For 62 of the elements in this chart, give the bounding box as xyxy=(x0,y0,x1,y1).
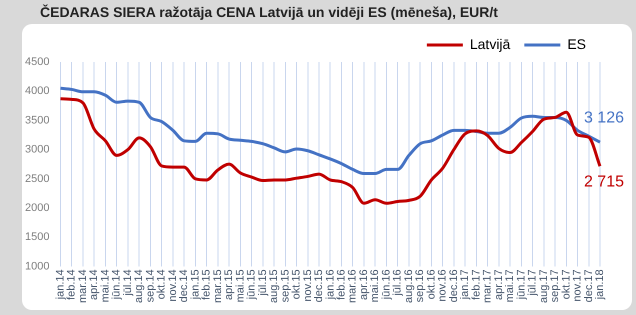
x-tick-label: mar.16 xyxy=(346,269,359,303)
x-tick-label: feb.17 xyxy=(470,269,482,300)
y-tick-label: 2000 xyxy=(24,202,50,214)
x-tick-label: dec.16 xyxy=(448,269,460,302)
x-tick-label: aug.15 xyxy=(268,269,280,304)
x-tick-label: sep.17 xyxy=(549,269,562,302)
x-tick-label: jan.14 xyxy=(54,269,66,300)
x-tick-label: jūl.17 xyxy=(526,269,539,297)
x-tick-label: apr.16 xyxy=(358,269,370,300)
x-tick-label: jūl.14 xyxy=(122,269,134,297)
annotation: 3 126 xyxy=(584,110,624,127)
x-tick-label: okt.15 xyxy=(290,269,303,300)
x-tick-label: jan.17 xyxy=(459,269,472,300)
x-tick-label: nov.16 xyxy=(436,269,449,302)
x-tick-label: sep.14 xyxy=(144,269,156,302)
x-tick-label: jan.16 xyxy=(324,269,336,300)
x-tick-label: jūn.15 xyxy=(246,269,258,300)
x-tick-label: aug.14 xyxy=(133,269,146,304)
x-tick-label: apr.15 xyxy=(223,269,236,300)
x-tick-label: nov.17 xyxy=(572,269,584,302)
y-tick-label: 1500 xyxy=(24,231,50,244)
y-tick-label: 3000 xyxy=(24,144,50,156)
x-tick-label: jan.15 xyxy=(189,269,202,300)
x-tick-label: sep.15 xyxy=(279,269,292,302)
x-tick-label: mai.16 xyxy=(369,269,382,302)
x-tick-label: sep.16 xyxy=(414,269,426,302)
legend-label: Latvijā xyxy=(470,36,511,52)
x-tick-label: mai.15 xyxy=(234,269,246,302)
x-tick-label: mar.15 xyxy=(212,269,224,303)
x-tick-label: feb.14 xyxy=(66,269,78,300)
legend-label: ES xyxy=(567,36,586,52)
x-tick-label: mai.14 xyxy=(99,269,112,302)
x-tick-label: mar.17 xyxy=(482,269,494,303)
x-tick-label: mar.14 xyxy=(76,269,89,303)
x-tick-label: jūn.14 xyxy=(110,269,123,300)
x-tick-label: nov.15 xyxy=(302,269,314,302)
x-tick-label: jan.18 xyxy=(594,269,606,300)
x-tick-label: dec.14 xyxy=(178,269,190,302)
x-tick-label: apr.14 xyxy=(88,269,100,300)
y-tick-label: 2500 xyxy=(24,172,50,185)
y-tick-label: 1000 xyxy=(24,260,50,272)
x-tick-label: jūl.16 xyxy=(392,269,404,297)
x-tick-label: mai.17 xyxy=(504,269,516,302)
x-tick-label: feb.16 xyxy=(336,269,348,300)
x-tick-label: dec.17 xyxy=(582,269,595,302)
x-tick-label: nov.14 xyxy=(166,269,179,302)
y-tick-label: 3500 xyxy=(24,114,50,126)
chart-title: ČEDARAS SIERA ražotāja CENA Latvijā un vidēji ES (mēneša), EUR/t xyxy=(40,4,499,20)
x-tick-label: dec.15 xyxy=(313,269,326,302)
annotation: 2 715 xyxy=(584,174,624,191)
y-tick-label: 4500 xyxy=(24,56,50,68)
x-tick-label: jūn.17 xyxy=(515,269,528,300)
x-tick-label: aug.17 xyxy=(538,269,550,304)
x-tick-label: okt.14 xyxy=(156,269,168,300)
x-tick-label: jūl.15 xyxy=(256,269,269,297)
x-tick-label: apr.17 xyxy=(492,269,505,300)
x-tick-label: okt.16 xyxy=(425,269,438,300)
x-tick-label: okt.17 xyxy=(560,269,572,300)
y-tick-label: 4000 xyxy=(24,85,50,98)
x-tick-label: feb.15 xyxy=(200,269,213,300)
x-tick-label: aug.16 xyxy=(402,269,415,304)
x-tick-label: jūn.16 xyxy=(380,269,392,300)
